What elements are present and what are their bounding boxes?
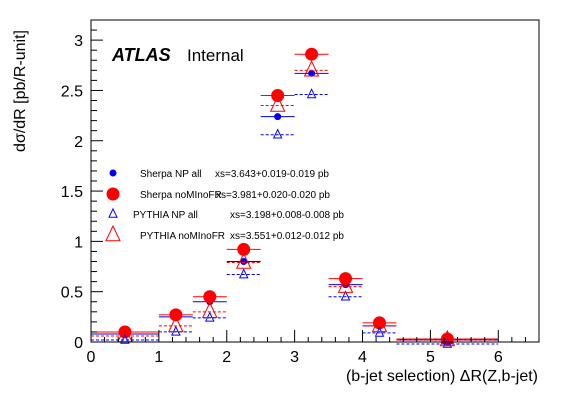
x-tick-label: 0 <box>87 349 96 366</box>
x-axis-title: (b-jet selection) ΔR(Z,b-jet) <box>346 368 538 385</box>
series-pythia-nominofr <box>91 60 499 347</box>
data-point <box>303 60 320 77</box>
legend-marker <box>109 169 117 177</box>
data-layer <box>91 47 499 348</box>
data-point <box>201 301 218 319</box>
data-point <box>237 242 251 256</box>
legend-label: PYTHIA noMInoFR <box>140 231 225 242</box>
y-tick-label: 1.5 <box>61 184 83 201</box>
legend-label: PYTHIA NP all <box>133 210 198 221</box>
y-tick-label: 0 <box>74 335 83 352</box>
internal-label: Internal <box>187 46 244 65</box>
series-sherpa-nominofr <box>91 47 499 346</box>
data-point <box>203 290 217 304</box>
data-point <box>171 325 181 336</box>
y-tick-label: 3 <box>74 33 83 50</box>
series-sherpa-np-all <box>91 69 499 344</box>
y-axis: 0 0.5 1 1.5 2 2.5 3 <box>61 19 103 352</box>
y-tick-label: 2 <box>74 134 83 151</box>
y-tick-label: 0.5 <box>61 285 83 302</box>
data-point <box>120 333 130 344</box>
data-point <box>337 276 354 293</box>
legend-xs: xs=3.551+0.012-0.012 pb <box>230 231 344 242</box>
x-tick-label: 4 <box>358 349 367 366</box>
x-tick-label: 2 <box>222 349 231 366</box>
data-point <box>340 290 351 301</box>
legend-label: Sherpa noMInoFR <box>140 190 222 201</box>
y-tick-label: 2.5 <box>61 83 83 100</box>
data-point <box>272 128 283 139</box>
series-pythia-np-all <box>91 88 499 348</box>
x-axis: 0 1 2 3 4 5 6 <box>87 330 540 366</box>
x-tick-label: 3 <box>290 349 299 366</box>
x-tick-label: 1 <box>154 349 163 366</box>
data-point <box>168 315 184 333</box>
y-axis-title: dσ/dR [pb/R-unit] <box>12 30 29 152</box>
data-point <box>306 88 317 99</box>
legend-xs: xs=3.981+0.020-0.020 pb <box>216 190 330 201</box>
legend: Sherpa NP all xs=3.643+0.019-0.019 pb Sher… <box>105 169 344 242</box>
x-tick-label: 6 <box>494 349 503 366</box>
data-point <box>308 69 316 77</box>
legend-marker <box>108 207 118 218</box>
legend-label: Sherpa NP all <box>140 169 202 180</box>
atlas-label: ATLAS <box>111 45 171 65</box>
data-point <box>305 47 319 61</box>
data-point <box>169 308 183 322</box>
legend-xs: xs=3.643+0.019-0.019 pb <box>215 169 329 180</box>
legend-marker <box>105 224 121 242</box>
data-point <box>269 95 286 112</box>
data-point <box>442 337 453 348</box>
legend-xs: xs=3.198+0.008-0.008 pb <box>230 210 344 221</box>
data-point <box>204 311 215 322</box>
data-point <box>118 325 132 339</box>
data-point <box>274 113 282 121</box>
data-point <box>235 252 252 269</box>
legend-marker <box>106 187 120 201</box>
y-tick-label: 1 <box>74 234 83 251</box>
x-tick-label: 5 <box>426 349 435 366</box>
data-point <box>240 258 248 265</box>
data-point <box>238 268 249 279</box>
data-point <box>371 315 388 333</box>
